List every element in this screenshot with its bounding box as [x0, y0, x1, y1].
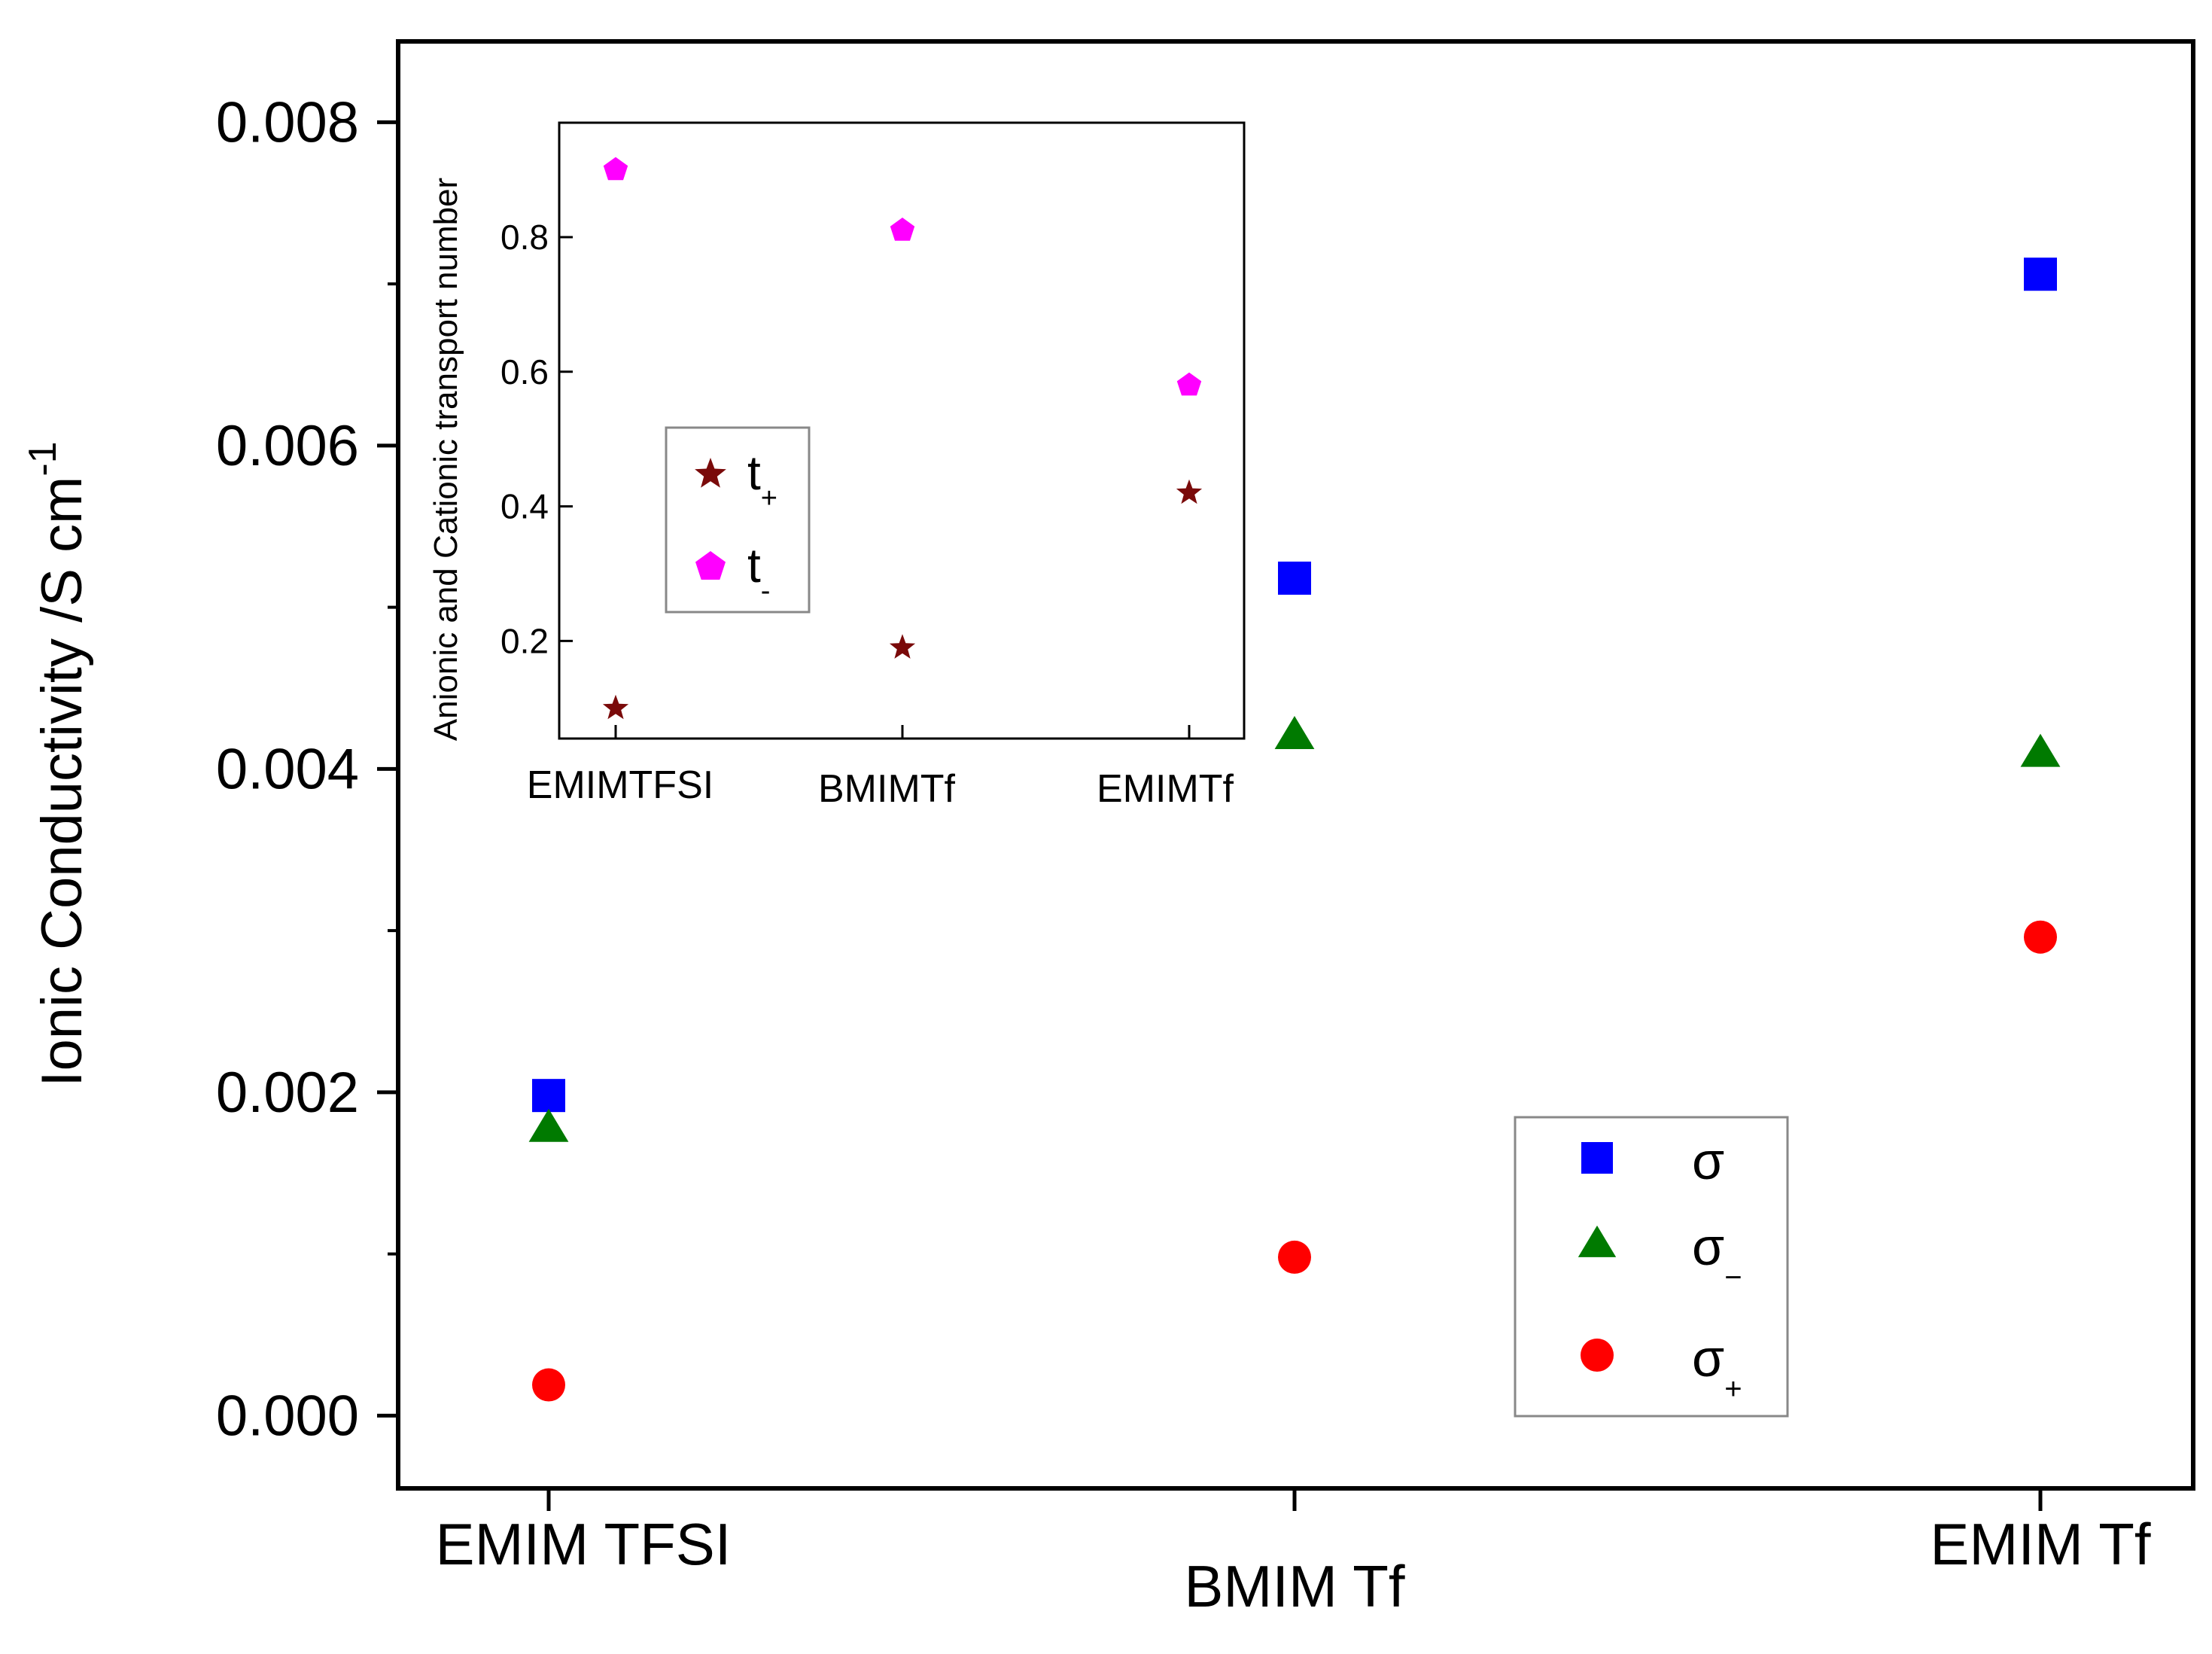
- main-x-tick-label: EMIM Tf: [1930, 1511, 2151, 1577]
- main-point-triangle: [1274, 715, 1315, 749]
- inset-legend: t+ t-: [665, 426, 811, 614]
- main-point-circle: [1278, 1240, 1311, 1274]
- main-point-circle: [532, 1368, 565, 1402]
- main-y-axis-label: Ionic Conductivity /S cm-1: [21, 441, 94, 1086]
- main-legend-label: σ+: [1692, 1329, 1742, 1406]
- inset-y-tick-label: 0.6: [501, 352, 549, 391]
- inset-y-tick-label: 0.8: [501, 218, 549, 257]
- inset-legend-label: t-: [747, 538, 770, 607]
- main-y-axis-label-sup: -1: [21, 441, 65, 476]
- inset-point-pentagon: [890, 218, 915, 241]
- inset-legend-box: [665, 426, 811, 614]
- main-y-axis-label-text: Ionic Conductivity /S cm: [30, 477, 94, 1087]
- inset-point-star: [602, 694, 629, 720]
- main-legend-label: σ−: [1692, 1217, 1742, 1294]
- main-point-square: [532, 1079, 565, 1113]
- main-y-tick-label: 0.008: [216, 90, 359, 154]
- main-legend: σ σ− σ+: [1514, 1116, 1789, 1418]
- inset-y-axis: 0.2 0.4 0.6 0.8: [501, 218, 573, 660]
- inset-chart: 0.2 0.4 0.6 0.8 EMIMTFSI BMIMTf EMIMTf Anioni…: [427, 121, 1246, 811]
- inset-point-pentagon: [603, 157, 628, 181]
- inset-x-tick-label: EMIMTFSI: [527, 763, 713, 807]
- main-point-triangle: [2020, 733, 2061, 767]
- main-y-axis: 0.000 0.002 0.004 0.006 0.008: [216, 90, 398, 1448]
- main-point-square: [2024, 257, 2057, 291]
- main-y-tick-label: 0.006: [216, 414, 359, 478]
- main-point-square: [1278, 561, 1311, 595]
- inset-point-star: [1176, 479, 1203, 504]
- main-y-tick-label: 0.004: [216, 737, 359, 801]
- main-x-axis: EMIM TFSI BMIM Tf EMIM Tf: [436, 1488, 2151, 1619]
- main-y-tick-label: 0.002: [216, 1061, 359, 1125]
- inset-x-tick-label: BMIMTf: [818, 767, 956, 811]
- main-point-triangle: [528, 1108, 569, 1142]
- main-legend-marker: [1581, 1142, 1613, 1174]
- inset-y-tick-label: 0.4: [501, 487, 549, 526]
- main-y-tick-label: 0.000: [216, 1384, 359, 1448]
- main-point-circle: [2024, 920, 2057, 954]
- main-chart: 0.000 0.002 0.004 0.006 0.008 EMIM TFSI BMIM …: [21, 39, 2195, 1619]
- main-x-tick-label: BMIM Tf: [1184, 1553, 1405, 1619]
- main-x-tick-label: EMIM TFSI: [436, 1511, 732, 1577]
- inset-legend-marker: [695, 551, 726, 580]
- inset-point-pentagon: [1176, 372, 1202, 396]
- main-legend-label: σ: [1692, 1132, 1724, 1190]
- inset-x-axis: EMIMTFSI BMIMTf EMIMTf: [527, 725, 1234, 811]
- main-legend-marker: [1578, 1225, 1617, 1257]
- main-legend-marker: [1581, 1339, 1614, 1372]
- inset-legend-marker: [695, 458, 726, 488]
- inset-data-marks: [602, 157, 1203, 720]
- main-legend-box: [1514, 1116, 1789, 1418]
- main-data-marks: [528, 257, 2061, 1402]
- inset-y-axis-label: Anionic and Cationic transport number: [427, 178, 464, 741]
- inset-legend-label: t+: [747, 446, 777, 514]
- inset-y-tick-label: 0.2: [501, 621, 549, 660]
- inset-point-star: [889, 634, 916, 659]
- inset-x-tick-label: EMIMTf: [1097, 767, 1234, 811]
